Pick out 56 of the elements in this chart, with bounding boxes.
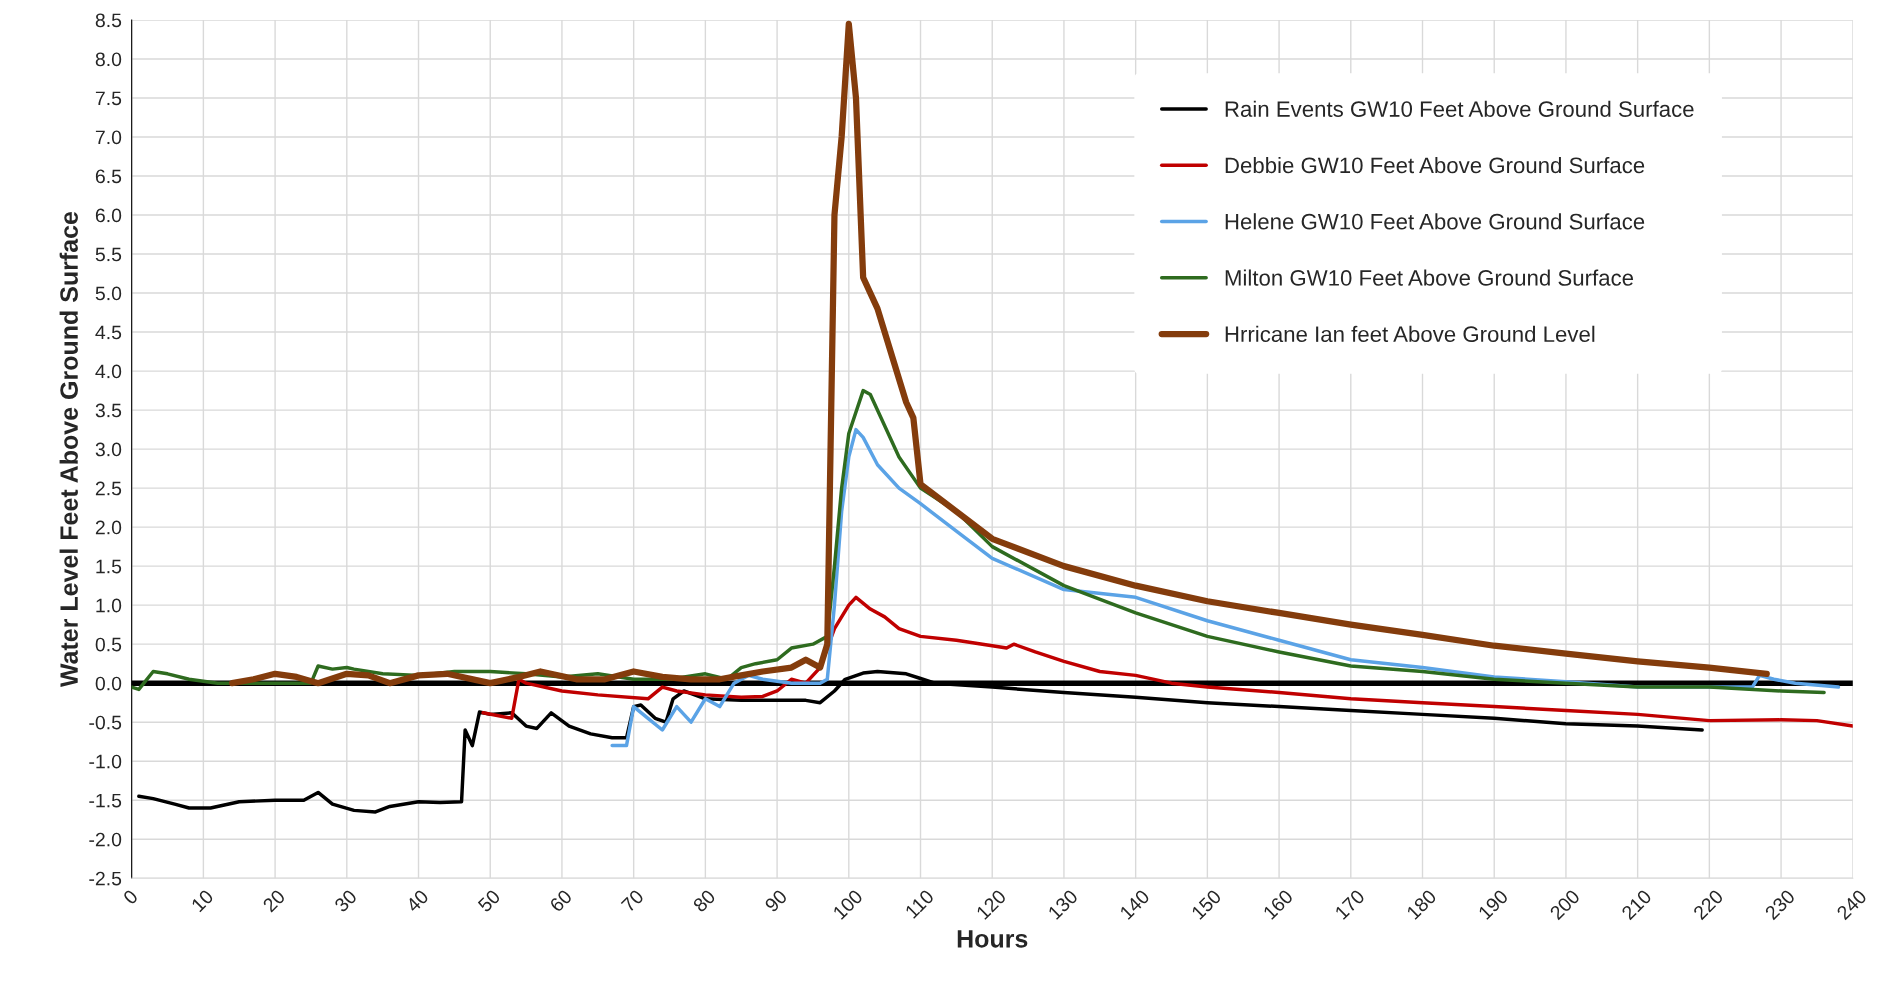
x-tick-label: 160 [1262, 888, 1294, 920]
x-tick-label: 180 [1406, 888, 1438, 920]
x-tick-label: 130 [1047, 888, 1079, 920]
x-tick-label: 210 [1620, 888, 1653, 921]
x-tick-label: 20 [262, 888, 286, 913]
x-tick-label: 230 [1764, 888, 1796, 921]
y-tick-label: -0.5 [89, 715, 122, 730]
y-tick-label: 1.0 [96, 598, 122, 613]
x-tick-label: 190 [1477, 888, 1509, 920]
x-tick-label: 40 [405, 888, 430, 914]
x-axis-title: Hours [957, 930, 1028, 948]
y-tick-label: -1.5 [89, 793, 122, 808]
legend-label: Rain Events GW10 Feet Above Ground Surface [1225, 100, 1694, 117]
y-tick-label: -2.5 [89, 871, 122, 886]
y-tick-label: 8.0 [95, 52, 122, 67]
y-tick-label: -2.0 [89, 832, 122, 847]
x-tick-label: 110 [904, 888, 935, 919]
line-series [481, 595, 1853, 728]
y-tick-label: 1.5 [96, 559, 122, 574]
x-tick-label: 220 [1692, 888, 1724, 921]
y-tick-label: 2.5 [95, 481, 122, 496]
x-tick-label: 120 [975, 888, 1007, 920]
x-tick-label: 0 [122, 888, 139, 906]
y-tick-label: 6.5 [95, 169, 122, 184]
y-tick-label: 2.0 [95, 520, 122, 535]
x-tick-label: 200 [1549, 888, 1581, 921]
y-tick-label: 0.0 [95, 676, 122, 691]
x-tick-label: 60 [548, 888, 573, 913]
x-tick-label: 10 [190, 888, 215, 913]
y-tick-label: 7.5 [95, 91, 122, 106]
x-tick-label: 30 [333, 888, 358, 913]
y-tick-label: 4.0 [95, 364, 122, 379]
y-tick-label: 8.5 [95, 13, 122, 28]
legend-label: Milton GW10 Feet Above Ground Surface [1225, 269, 1634, 286]
y-tick-label: 5.0 [95, 286, 122, 301]
y-tick-label: 4.5 [95, 325, 122, 340]
y-axis-title: Water Level Feet Above Ground Surface [59, 211, 78, 688]
y-tick-label: 3.5 [95, 403, 122, 418]
y-tick-label: -1.0 [89, 754, 122, 769]
x-tick-label: 140 [1119, 888, 1151, 920]
x-tick-label: 80 [692, 888, 717, 913]
y-tick-label: 5.5 [95, 247, 122, 262]
y-tick-label: 0.5 [95, 637, 122, 652]
y-tick-label: 3.0 [95, 442, 122, 457]
x-tick-label: 90 [764, 888, 788, 913]
y-tick-label: 7.0 [95, 130, 122, 145]
x-tick-label: 70 [620, 888, 645, 913]
y-tick-label: 6.0 [95, 208, 122, 223]
legend-label: Helene GW10 Feet Above Ground Surface [1225, 213, 1645, 230]
x-tick-label: 50 [477, 888, 502, 913]
x-tick-label: 150 [1190, 888, 1222, 920]
x-tick-label: 100 [832, 888, 864, 920]
legend-label: Hrricane Ian feet Above Ground Level [1225, 325, 1595, 343]
x-tick-label: 170 [1334, 888, 1366, 920]
legend-label: Debbie GW10 Feet Above Ground Surface [1225, 156, 1645, 174]
x-tick-label: 240 [1835, 888, 1868, 921]
